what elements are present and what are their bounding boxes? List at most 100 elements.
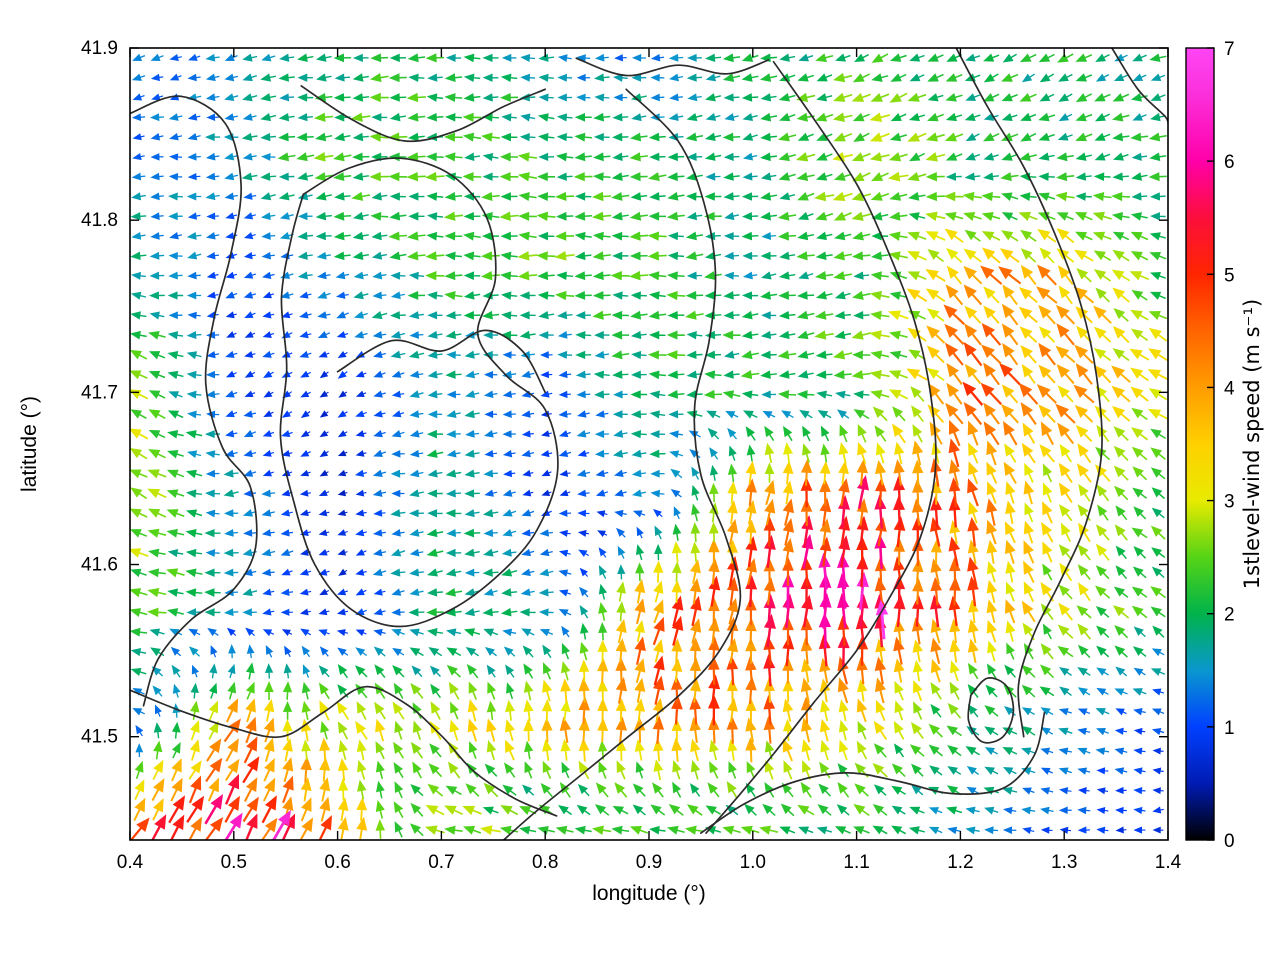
- wind-vector: [462, 112, 482, 122]
- wind-vector: [690, 783, 701, 797]
- wind-vector: [409, 449, 424, 458]
- wind-vector: [1002, 53, 1017, 63]
- wind-vector: [319, 390, 329, 398]
- contour-line: [336, 329, 547, 394]
- wind-vector: [225, 390, 238, 398]
- wind-vector: [205, 232, 220, 240]
- wind-vector: [612, 805, 629, 815]
- wind-vector: [446, 430, 461, 438]
- wind-vector: [130, 389, 149, 400]
- wind-vector: [1114, 524, 1128, 541]
- wind-vector: [965, 53, 981, 62]
- wind-vector: [723, 192, 740, 201]
- wind-vector: [463, 231, 481, 241]
- wind-vector: [1056, 364, 1075, 385]
- wind-vector: [281, 568, 293, 576]
- wind-vector: [745, 717, 757, 743]
- wind-vector: [356, 816, 368, 840]
- wind-vector: [320, 720, 330, 740]
- wind-vector: [909, 73, 925, 82]
- wind-vector: [576, 73, 590, 82]
- wind-vector: [406, 171, 426, 182]
- wind-vector: [150, 212, 164, 220]
- wind-vector: [391, 529, 405, 537]
- wind-vector: [354, 469, 368, 477]
- wind-vector: [1001, 323, 1019, 346]
- wind-vector: [598, 621, 608, 641]
- wind-vector: [947, 826, 961, 835]
- wind-vector: [204, 588, 221, 597]
- wind-vector: [1092, 211, 1112, 222]
- wind-vector: [337, 450, 348, 457]
- wind-vector: [167, 410, 184, 419]
- wind-vector: [630, 370, 647, 379]
- wind-vector: [1115, 565, 1128, 580]
- wind-vector: [594, 350, 610, 359]
- wind-vector: [815, 291, 833, 300]
- wind-vector: [261, 232, 276, 240]
- wind-vector: [724, 212, 740, 221]
- wind-vector: [983, 305, 1000, 324]
- wind-vector: [300, 390, 311, 398]
- contour-line: [130, 95, 258, 707]
- wind-vector: [801, 658, 812, 683]
- wind-vector: [486, 664, 496, 678]
- wind-vector: [649, 390, 666, 399]
- wind-vector: [519, 330, 536, 340]
- wind-vector: [319, 777, 331, 802]
- wind-vector: [446, 664, 462, 678]
- wind-vector: [595, 469, 609, 477]
- wind-vector: [870, 350, 890, 360]
- wind-vector: [1150, 668, 1166, 676]
- wind-vector: [336, 311, 349, 319]
- wind-vector: [666, 350, 686, 360]
- wind-vector: [634, 698, 646, 723]
- wind-vector: [760, 192, 778, 201]
- wind-vector: [630, 429, 647, 439]
- wind-vector: [334, 73, 351, 82]
- wind-vector: [869, 152, 890, 162]
- wind-vector: [631, 489, 647, 498]
- wind-vector: [629, 251, 648, 261]
- wind-vector: [580, 622, 589, 640]
- wind-vector: [722, 53, 741, 63]
- wind-vector: [704, 350, 722, 360]
- wind-vector: [357, 779, 367, 800]
- wind-vector: [745, 676, 757, 705]
- wind-vector: [205, 410, 220, 419]
- wind-vector: [945, 73, 963, 82]
- wind-vector: [575, 370, 591, 379]
- wind-vector: [851, 152, 871, 162]
- wind-vector: [779, 251, 796, 260]
- wind-vector: [778, 172, 796, 181]
- wind-vector: [374, 701, 386, 720]
- wind-vector: [446, 628, 462, 637]
- wind-vector: [134, 760, 144, 779]
- wind-vector: [778, 112, 796, 122]
- wind-vector: [319, 449, 329, 458]
- wind-vector: [333, 152, 352, 162]
- wind-vector: [593, 112, 611, 122]
- wind-vector: [300, 370, 311, 378]
- wind-vector: [130, 487, 148, 500]
- wind-vector: [167, 370, 184, 380]
- wind-vector: [1077, 806, 1091, 815]
- wind-vector: [816, 390, 833, 399]
- wind-vector: [760, 330, 777, 340]
- wind-vector: [1114, 747, 1128, 755]
- wind-vector: [1058, 504, 1073, 522]
- wind-vector: [537, 231, 555, 241]
- wind-vector: [836, 804, 850, 816]
- wind-vector: [301, 681, 311, 700]
- wind-vector: [1005, 581, 1016, 602]
- wind-vector: [1075, 93, 1093, 102]
- wind-vector: [670, 468, 683, 479]
- wind-vector: [1058, 584, 1073, 600]
- wind-vector: [538, 331, 554, 340]
- wind-vector: [745, 499, 757, 525]
- wind-vector: [1039, 93, 1055, 102]
- wind-vector: [1096, 787, 1109, 795]
- wind-vector: [373, 410, 386, 418]
- wind-vector: [576, 429, 591, 438]
- wind-vector: [375, 718, 386, 742]
